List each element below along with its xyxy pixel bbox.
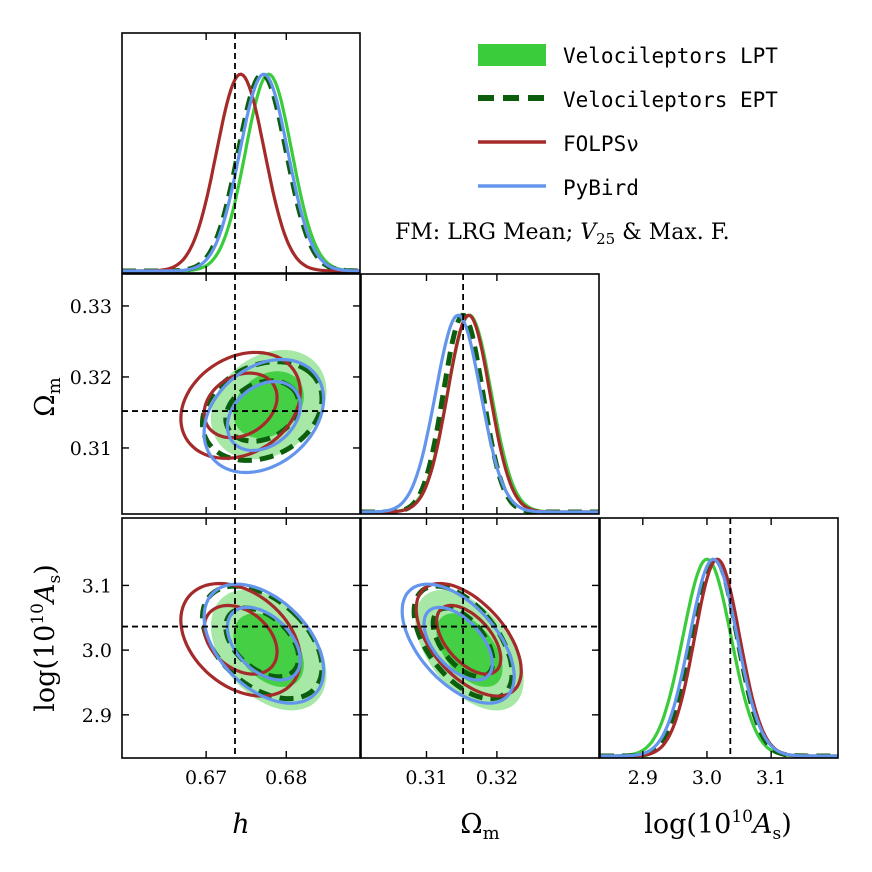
marginal-curve-2-velocileptors-ept: [600, 556, 838, 758]
fiducial-lines: [122, 33, 732, 758]
contour-line-1sigma-pybird: [225, 380, 302, 453]
panel-frame-0-2: [121, 517, 361, 759]
contour-line-1sigma-folps-: [435, 603, 503, 676]
contour-line-1sigma-pybird: [422, 605, 494, 682]
panel-frame-0-0: [121, 32, 361, 274]
x-axis-label-logas: log(1010As): [644, 807, 792, 844]
marginal-curve-1-folps-: [361, 313, 599, 514]
y-tick-label--m-1: 0.32: [70, 367, 112, 389]
marginal-curve-2-velocileptors-lpt: [600, 557, 838, 758]
contour-line-2sigma-folps-: [414, 581, 523, 698]
contour-line-1sigma-pybird: [225, 605, 302, 682]
legend-label-folps: FOLPSν: [563, 132, 639, 156]
legend-label-velocileptors-lpt: Velocileptors LPT: [563, 44, 778, 68]
x-tick-label-log-10-10-as--0: 2.9: [628, 767, 658, 789]
x-tick-label-log-10-10-as--1: 3.0: [692, 767, 722, 789]
y-tick-label--m-2: 0.33: [70, 296, 112, 318]
x-tick-label-h-0: 0.67: [185, 767, 227, 789]
marginal-curve-0-pybird: [122, 72, 360, 273]
tick-marks: [122, 33, 772, 758]
legend: Velocileptors LPT Velocileptors EPT FOLP…: [395, 44, 778, 248]
y-tick-label--m-0: 0.31: [70, 438, 112, 460]
panel-frame-1-2: [360, 517, 600, 759]
tick-labels: 0.67 0.68 0.31 0.32 2.9 3.0 3.1 0.31 0.32 0.33 2.9…: [70, 296, 787, 789]
contour-fills: [210, 350, 524, 711]
marginal-curve-0-velocileptors-lpt: [122, 72, 360, 273]
panel-frame-2-2: [599, 517, 839, 759]
x-axis-label-h: h: [232, 809, 249, 840]
panel-frame-0-1: [121, 273, 361, 515]
legend-swatch-velocileptors-lpt: [478, 44, 546, 66]
y-axis-label-omega-m: Ωm: [30, 377, 65, 416]
panel-frame-1-1: [360, 273, 600, 515]
y-axis-label-logas: log(1010As): [28, 564, 65, 712]
x-tick-label-log-10-10-as--2: 3.1: [756, 767, 786, 789]
contour-line-2sigma-folps-: [179, 350, 302, 460]
x-axis-label-omega-m: Ωm: [460, 809, 499, 844]
marginal-curve-2-pybird: [600, 557, 838, 758]
legend-note: FM: LRG Mean; V25 & Max. F.: [395, 220, 730, 248]
x-tick-label--m-0: 0.31: [405, 767, 447, 789]
contour-line-2sigma-velocileptors-ept: [200, 359, 325, 463]
contour-line-2sigma-pybird: [202, 582, 326, 705]
y-tick-label-log-10-10-as--0: 2.9: [82, 705, 112, 727]
legend-label-velocileptors-ept: Velocileptors EPT: [563, 88, 778, 112]
x-tick-label--m-1: 0.32: [476, 767, 518, 789]
legend-label-pybird: PyBird: [563, 176, 639, 200]
panel-frames: [121, 32, 839, 759]
marginal-curve-1-pybird: [361, 313, 599, 514]
contour-fill-1sigma-velocileptors-lpt: [436, 613, 503, 687]
y-tick-label-log-10-10-as--1: 3.0: [82, 640, 112, 662]
y-tick-label-log-10-10-as--2: 3.1: [82, 575, 112, 597]
marginal-curve-2-folps-: [600, 557, 838, 758]
x-tick-label-h-1: 0.68: [265, 767, 307, 789]
contour-line-2sigma-pybird: [202, 357, 326, 475]
contour-line-2sigma-pybird: [400, 582, 516, 705]
contour-lines: [122, 71, 838, 758]
